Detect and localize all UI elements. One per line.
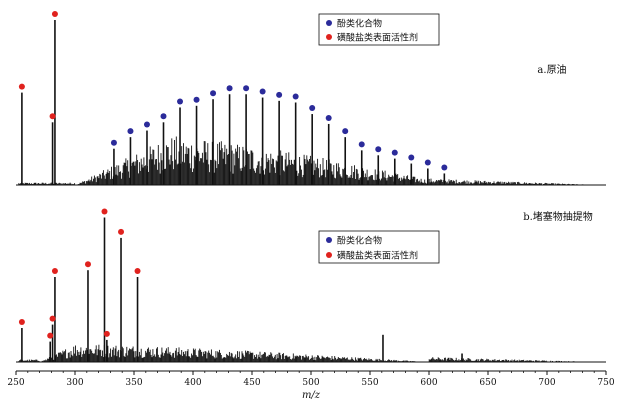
panel-a-marker-phenolic-487 — [292, 93, 299, 100]
x-axis-title: m/z — [302, 390, 321, 401]
x-axis: 250 300 350 400 450 500 550 600 650 700 750 m/z — [7, 370, 615, 401]
x-tick-label-750: 750 — [597, 378, 614, 388]
panel-a-marker-sulfonate-281 — [49, 113, 56, 120]
panel-a-marker-phenolic-431 — [226, 85, 233, 92]
panel-a-marker-phenolic-333 — [110, 139, 117, 146]
panel-a-legend-phenolic-marker — [326, 20, 332, 26]
panel-b-legend-box — [318, 230, 440, 264]
panel-b-marker-sulfonate-283 — [51, 268, 58, 274]
panel-a-markers — [18, 11, 448, 171]
panel-a-bars — [16, 136, 606, 186]
panel-a-marker-sulfonate-255 — [18, 83, 25, 90]
x-tick-label-400: 400 — [184, 378, 201, 388]
panel-a-marker-phenolic-375 — [160, 113, 167, 120]
panel-b-marker-sulfonate-255 — [18, 319, 25, 325]
panel-b-bars — [16, 344, 606, 363]
panel-a-marker-phenolic-529 — [342, 128, 349, 135]
x-tick-label-550: 550 — [361, 378, 378, 388]
panel-b-marker-sulfonate-353 — [134, 268, 141, 274]
panel-a-marker-phenolic-347 — [127, 128, 134, 135]
x-tick-label-300: 300 — [66, 378, 83, 388]
panel-a-marker-phenolic-445 — [243, 85, 250, 92]
panel-b-marker-sulfonate-311 — [84, 261, 91, 268]
x-tick-label-350: 350 — [125, 378, 142, 388]
panel-b-markers — [18, 208, 141, 339]
panel-a-legend: 酚类化合物 磺酸盐类表面活性剂 — [318, 13, 440, 46]
panel-a-marker-phenolic-473 — [276, 91, 283, 98]
panel-b-legend-phenolic-label: 酚类化合物 — [337, 235, 382, 247]
panel-a-marker-phenolic-571 — [391, 149, 398, 156]
x-tick-label-250: 250 — [7, 378, 24, 388]
panel-a-marker-phenolic-389 — [177, 98, 184, 105]
panel-b-peaks — [21, 217, 463, 362]
panel-b-marker-sulfonate-327 — [103, 330, 110, 337]
panel-a-marker-phenolic-543 — [358, 141, 365, 148]
panel-b-legend-sulfonate-marker — [326, 252, 332, 258]
x-tick-label-500: 500 — [302, 378, 319, 388]
panel-b-legend: 酚类化合物 磺酸盐类表面活性剂 — [318, 230, 440, 264]
panel-a-marker-phenolic-515 — [325, 114, 332, 121]
panel-b-marker-sulfonate-325 — [101, 208, 108, 215]
panel-b-legend-sulfonate-label: 磺酸盐类表面活性剂 — [337, 250, 418, 262]
panel-a-marker-phenolic-599 — [424, 159, 431, 166]
panel-a-marker-phenolic-501 — [309, 105, 316, 112]
panel-a-marker-phenolic-403 — [193, 96, 200, 103]
panel-a-marker-sulfonate-283 — [51, 11, 58, 17]
x-tick-label-650: 650 — [479, 378, 496, 388]
panel-a-marker-phenolic-557 — [375, 146, 382, 153]
x-axis-ticks: 250 300 350 400 450 500 550 600 650 700 750 — [7, 371, 615, 388]
x-tick-label-600: 600 — [420, 378, 437, 388]
panel-b-marker-sulfonate-339 — [118, 228, 125, 235]
panel-b-marker-sulfonate-281 — [49, 315, 56, 322]
panel-blockage-extract: b.堵塞物抽提物 酚类化合物 磺酸盐类表面活性剂 — [16, 208, 606, 363]
panel-a-marker-phenolic-613 — [441, 164, 448, 171]
x-tick-label-700: 700 — [538, 378, 555, 388]
panel-b-marker-sulfonate-279 — [47, 332, 54, 339]
x-tick-label-450: 450 — [243, 378, 260, 388]
panel-crude-oil: a.原油 酚类化合物 磺酸盐类表面活性剂 — [16, 11, 606, 186]
panel-a-marker-phenolic-459 — [259, 88, 266, 95]
panel-a-legend-box — [318, 13, 440, 46]
panel-a-marker-phenolic-417 — [210, 90, 217, 97]
panel-a-label: a.原油 — [537, 63, 566, 76]
panel-a-legend-sulfonate-label: 磺酸盐类表面活性剂 — [337, 32, 418, 44]
panel-a-marker-phenolic-361 — [143, 121, 150, 128]
panel-b-label: b.堵塞物抽提物 — [523, 210, 593, 223]
panel-a-marker-phenolic-585 — [408, 154, 415, 161]
panel-a-peaks — [21, 20, 446, 185]
panel-a-legend-phenolic-label: 酚类化合物 — [337, 18, 382, 30]
panel-a-legend-sulfonate-marker — [326, 34, 332, 40]
panel-b-legend-phenolic-marker — [326, 237, 332, 243]
